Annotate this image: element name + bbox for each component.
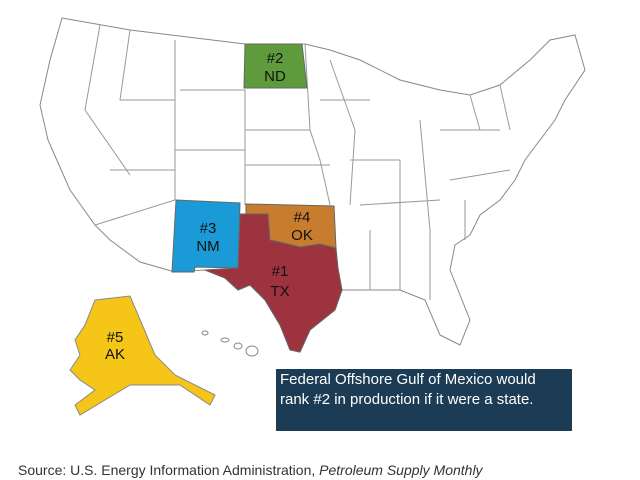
state-rank: #2: [267, 50, 284, 67]
state-abbr: NM: [196, 238, 219, 255]
source: Source: U.S. Energy Information Administ…: [18, 462, 483, 478]
state-abbr: AK: [105, 346, 125, 363]
state-nm: [171, 199, 241, 273]
callout: Federal Offshore Gulf of Mexico would ra…: [276, 369, 572, 431]
state-rank: #5: [107, 329, 124, 346]
state-rank: #3: [200, 220, 217, 237]
state-ok: [245, 203, 337, 249]
state-nd: [243, 43, 308, 89]
state-rank: #1: [272, 263, 289, 280]
state-ak: [69, 295, 216, 416]
state-abbr: OK: [291, 227, 313, 244]
state-abbr: TX: [270, 283, 289, 300]
hawaii: [201, 330, 259, 357]
source-text: Source: U.S. Energy Information Administ…: [18, 462, 320, 478]
source-publication: Petroleum Supply Monthly: [319, 462, 483, 478]
state-borders: [84, 24, 511, 300]
state-rank: #4: [294, 209, 311, 226]
state-abbr: ND: [264, 68, 286, 85]
